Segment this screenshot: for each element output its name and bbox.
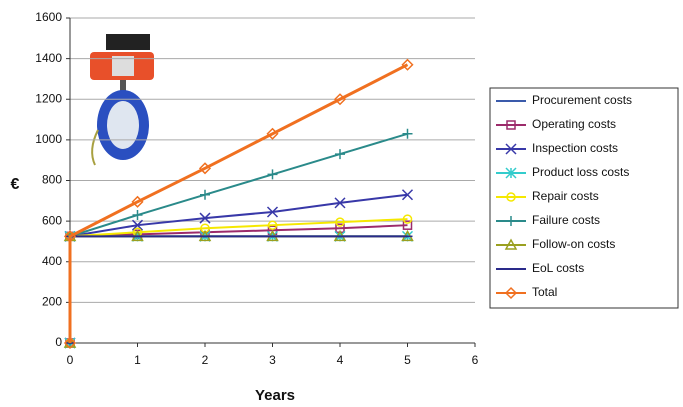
x-tick-label: 1 xyxy=(134,353,141,367)
series-line xyxy=(70,219,408,343)
legend-label: Product loss costs xyxy=(532,165,629,179)
x-tick-label: 6 xyxy=(472,353,479,367)
series-line xyxy=(70,225,408,343)
marker xyxy=(335,149,345,159)
legend-label: Procurement costs xyxy=(532,93,632,107)
y-tick-label: 0 xyxy=(55,335,62,349)
series-line xyxy=(70,195,408,343)
x-tick-label: 0 xyxy=(67,353,74,367)
marker xyxy=(268,169,278,179)
x-tick-label: 2 xyxy=(202,353,209,367)
y-tick-label: 800 xyxy=(42,173,62,187)
legend-label: EoL costs xyxy=(532,261,584,275)
x-axis-label: Years xyxy=(255,387,295,404)
series-line xyxy=(70,236,408,343)
y-tick-label: 200 xyxy=(42,295,62,309)
legend-label: Follow-on costs xyxy=(532,237,615,251)
chart: € Years 0 200 400 600 800 1000 1200 1400 1600 0 1 2… xyxy=(0,0,683,407)
x-tick-label: 4 xyxy=(337,353,344,367)
series-line xyxy=(70,236,408,343)
marker xyxy=(403,60,413,70)
legend-label: Failure costs xyxy=(532,213,600,227)
legend-label: Total xyxy=(532,285,557,299)
series-line xyxy=(70,134,408,343)
series-line xyxy=(70,236,408,343)
y-tick-label: 600 xyxy=(42,213,62,227)
y-tick-label: 1000 xyxy=(35,132,62,146)
y-axis-label: € xyxy=(11,176,20,193)
y-tick-label: 400 xyxy=(42,254,62,268)
marker xyxy=(133,210,143,220)
legend-label: Inspection costs xyxy=(532,141,618,155)
y-tick-label: 1400 xyxy=(35,51,62,65)
x-tick-label: 3 xyxy=(269,353,276,367)
y-tick-label: 1200 xyxy=(35,91,62,105)
series-line xyxy=(70,236,408,343)
marker xyxy=(200,190,210,200)
y-tick-label: 1600 xyxy=(35,10,62,24)
x-tick-label: 5 xyxy=(404,353,411,367)
legend-label: Repair costs xyxy=(532,189,599,203)
marker xyxy=(403,129,413,139)
legend-label: Operating costs xyxy=(532,117,616,131)
